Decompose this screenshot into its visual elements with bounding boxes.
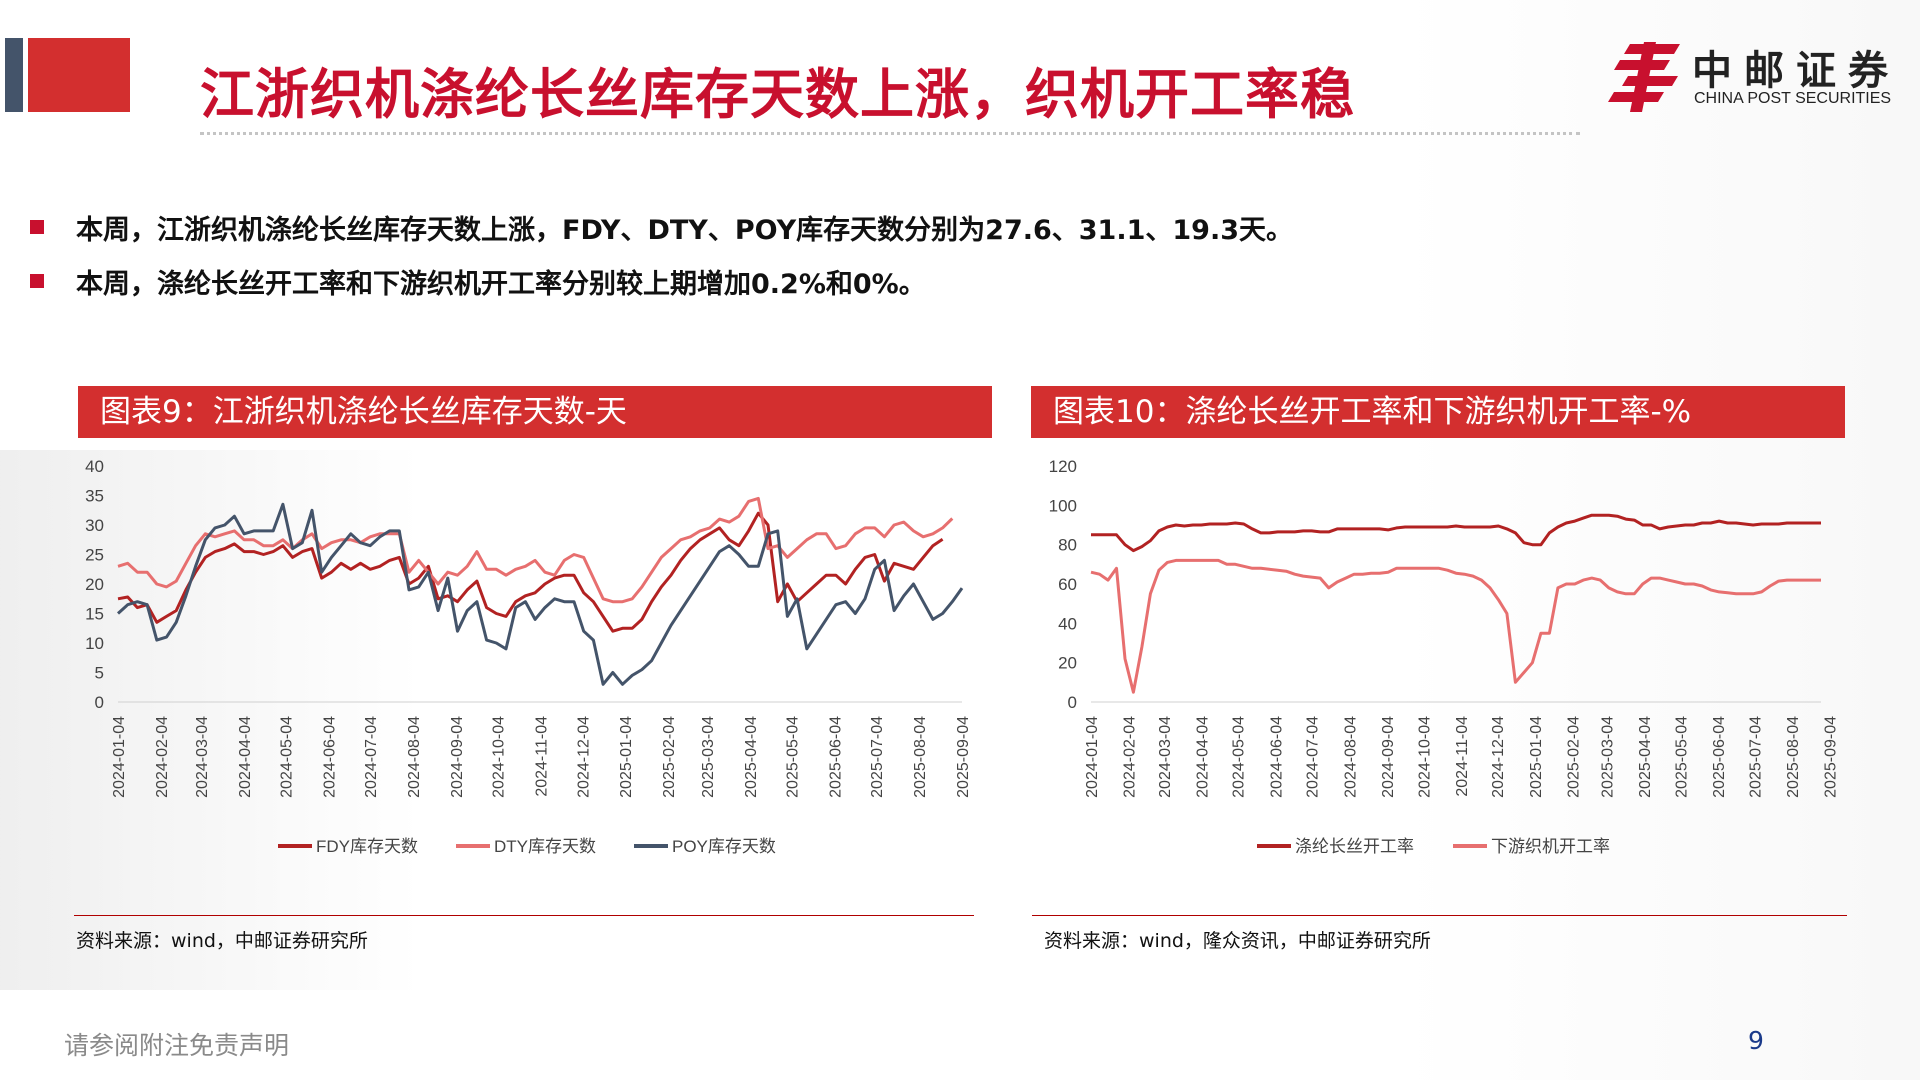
y-tick-label: 20: [85, 575, 104, 594]
y-tick-label: 15: [85, 605, 104, 624]
x-tick-label: 2024-01-04: [1084, 716, 1101, 798]
x-tick-label: 2025-05-04: [785, 716, 802, 798]
x-tick-label: 2025-06-04: [1711, 716, 1728, 798]
x-tick-label: 2025-01-04: [1528, 716, 1545, 798]
bullet-square-icon: [30, 274, 44, 288]
x-tick-label: 2024-10-04: [491, 716, 508, 798]
y-tick-label: 35: [85, 487, 104, 506]
y-tick-label: 120: [1049, 457, 1077, 476]
chart1-source-divider: [74, 915, 974, 916]
chart1-title: 图表9：江浙织机涤纶长丝库存天数-天: [78, 386, 992, 438]
background-decoration-right: [1400, 0, 1920, 1080]
y-tick-label: 10: [85, 634, 104, 653]
series-line-0: [1091, 513, 1821, 553]
chart1-inventory-days: 0 5 10 15 20 25 30 35 40 2024-01-04 2024-02-04 2024…: [85, 457, 972, 856]
x-tick-label: 2024-03-04: [194, 716, 211, 798]
china-post-logo-icon: [1608, 42, 1680, 112]
y-tick-label: 40: [85, 457, 104, 476]
x-tick-label: 2024-09-04: [449, 716, 466, 798]
disclaimer-footer: 请参阅附注免责声明: [64, 1031, 290, 1060]
x-tick-label: 2024-08-04: [406, 716, 423, 798]
x-tick-label: 2024-02-04: [1122, 716, 1139, 798]
x-tick-label: 2024-04-04: [1194, 716, 1211, 798]
chart2-source-divider: [1032, 915, 1847, 916]
bullet-text: 本周，涤纶长丝开工率和下游织机开工率分别较上期增加0.2%和0%。: [76, 268, 926, 300]
x-tick-label: 2025-04-04: [743, 716, 760, 798]
legend-label: DTY库存天数: [494, 837, 596, 856]
x-tick-label: 2024-05-04: [1231, 716, 1248, 798]
company-logo: 中邮证券 CHINA POST SECURITIES: [1608, 36, 1908, 116]
x-tick-label: 2025-02-04: [661, 716, 678, 798]
summary-bullets: 本周，江浙织机涤纶长丝库存天数上涨，FDY、DTY、POY库存天数分别为27.6…: [30, 200, 1293, 308]
title-accent-blue: [5, 38, 23, 112]
x-tick-label: 2025-02-04: [1565, 716, 1582, 798]
y-tick-label: 25: [85, 546, 104, 565]
title-accent-red: [28, 38, 130, 112]
x-tick-label: 2024-01-04: [111, 716, 128, 798]
chart2-title: 图表10：涤纶长丝开工率和下游织机开工率-%: [1031, 386, 1845, 438]
page-title: 江浙织机涤纶长丝库存天数上涨，织机开工率稳: [200, 63, 1355, 126]
page-number: 9: [1748, 1026, 1764, 1055]
y-tick-label: 20: [1058, 654, 1077, 673]
x-tick-label: 2024-02-04: [154, 716, 171, 798]
x-tick-label: 2024-07-04: [1305, 716, 1322, 798]
bullet-item: 本周，江浙织机涤纶长丝库存天数上涨，FDY、DTY、POY库存天数分别为27.6…: [30, 200, 1293, 254]
y-tick-label: 30: [85, 516, 104, 535]
series-line-1: [117, 496, 954, 604]
x-tick-label: 2025-09-04: [1822, 716, 1839, 798]
legend-label: 涤纶长丝开工率: [1295, 837, 1414, 856]
x-tick-label: 2024-03-04: [1157, 716, 1174, 798]
x-tick-label: 2025-08-04: [1785, 716, 1802, 798]
x-tick-label: 2025-06-04: [827, 716, 844, 798]
chart2-operating-rates: 0 20 40 60 80 100 120 2024-01-04 2024-02-04 2024-…: [1049, 457, 1840, 856]
chart1-source: 资料来源：wind，中邮证券研究所: [76, 930, 368, 952]
x-tick-label: 2025-09-04: [955, 716, 972, 798]
x-tick-label: 2025-05-04: [1673, 716, 1690, 798]
x-tick-label: 2024-06-04: [322, 716, 339, 798]
x-tick-label: 2025-03-04: [1599, 716, 1616, 798]
logo-english-name: CHINA POST SECURITIES: [1694, 90, 1892, 107]
legend-label: POY库存天数: [672, 837, 776, 856]
bullet-square-icon: [30, 220, 44, 234]
y-tick-label: 60: [1058, 575, 1077, 594]
x-tick-label: 2024-09-04: [1380, 716, 1397, 798]
title-divider: [200, 132, 1580, 135]
series-line-2: [116, 502, 964, 686]
y-tick-label: 0: [95, 693, 104, 712]
x-tick-label: 2024-11-04: [1454, 716, 1471, 797]
legend-label: FDY库存天数: [316, 837, 418, 856]
x-tick-label: 2024-11-04: [534, 716, 551, 797]
legend-label: 下游织机开工率: [1491, 837, 1610, 856]
x-tick-label: 2025-07-04: [1747, 716, 1764, 798]
x-tick-label: 2025-03-04: [700, 716, 717, 798]
x-tick-label: 2024-12-04: [1490, 716, 1507, 798]
x-tick-label: 2025-08-04: [912, 716, 929, 798]
bullet-item: 本周，涤纶长丝开工率和下游织机开工率分别较上期增加0.2%和0%。: [30, 254, 1293, 308]
y-tick-label: 80: [1058, 536, 1077, 555]
x-tick-label: 2025-07-04: [869, 716, 886, 798]
series-line-1: [1090, 558, 1821, 694]
y-tick-label: 5: [95, 664, 104, 683]
y-tick-label: 100: [1049, 496, 1077, 515]
x-tick-label: 2025-04-04: [1637, 716, 1654, 798]
x-tick-label: 2024-06-04: [1268, 716, 1285, 798]
chart2-source: 资料来源：wind，隆众资讯，中邮证券研究所: [1044, 930, 1431, 952]
x-tick-label: 2025-01-04: [618, 716, 635, 798]
y-tick-label: 0: [1068, 693, 1077, 712]
x-tick-label: 2024-04-04: [237, 716, 254, 798]
x-tick-label: 2024-05-04: [279, 716, 296, 798]
x-tick-label: 2024-10-04: [1416, 716, 1433, 798]
x-tick-label: 2024-08-04: [1342, 716, 1359, 798]
logo-chinese-name: 中邮证券: [1692, 48, 1900, 94]
x-tick-label: 2024-07-04: [363, 716, 380, 798]
series-line-0: [117, 511, 944, 633]
x-tick-label: 2024-12-04: [575, 716, 592, 798]
bullet-text: 本周，江浙织机涤纶长丝库存天数上涨，FDY、DTY、POY库存天数分别为27.6…: [76, 214, 1294, 246]
y-tick-label: 40: [1058, 614, 1077, 633]
